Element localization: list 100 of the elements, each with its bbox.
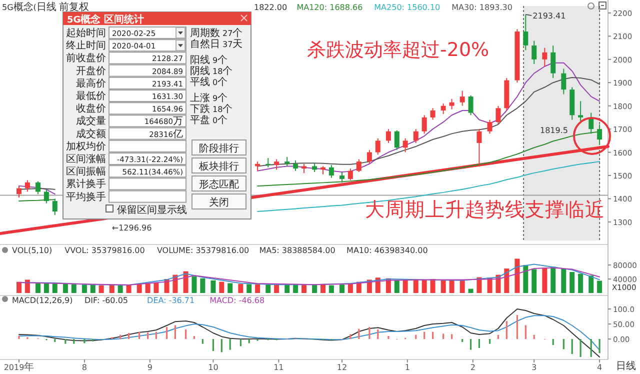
line-series <box>18 315 600 351</box>
text: VVOL: 35379816.00 <box>64 246 145 255</box>
category-label: 区间振幅 <box>66 166 106 178</box>
button: 阶段排行 <box>192 140 246 156</box>
category-label: 前收盘价 <box>66 52 106 64</box>
bar <box>62 284 68 293</box>
button: 形态匹配 <box>192 176 246 192</box>
x-tick-label: 12 <box>336 363 348 372</box>
text: MA10: 46398340.00 <box>346 246 428 255</box>
annotation: 保留区间显示线 <box>117 204 187 216</box>
candlestick <box>302 163 306 174</box>
category-label: 收盘价 <box>76 102 106 115</box>
bar <box>340 284 344 293</box>
bar <box>550 266 556 293</box>
candlestick <box>284 156 290 167</box>
annotation: 杀跌波动率超过-20% <box>307 39 490 61</box>
bar <box>36 282 40 293</box>
candlestick <box>578 100 584 123</box>
bar <box>328 285 334 293</box>
bar <box>118 285 123 293</box>
category-label: 区间涨幅 <box>66 153 106 165</box>
candlestick <box>348 168 353 181</box>
candlestick <box>366 149 372 164</box>
candlestick <box>312 162 318 173</box>
candlestick <box>44 188 49 204</box>
bar <box>126 284 132 293</box>
candlestick <box>36 180 40 195</box>
candlestick <box>274 158 280 170</box>
bar <box>16 282 22 293</box>
x-tick-label: 1 <box>404 363 410 372</box>
bar <box>154 282 159 293</box>
candlestick <box>52 198 58 216</box>
bar <box>210 280 216 293</box>
bar <box>136 284 142 293</box>
annotation: ←1296.96 <box>112 224 152 233</box>
bar <box>588 276 594 293</box>
annotation: 上涨 9个 <box>190 92 228 104</box>
candlestick <box>542 47 548 67</box>
annotation: 周期数 27个 <box>190 27 243 39</box>
chart-title: MACD(12,26,9) <box>12 296 73 305</box>
bar <box>266 284 271 293</box>
category-label: 开盘价 <box>76 64 106 77</box>
candlestick <box>386 128 391 144</box>
bar <box>145 283 150 293</box>
category-label: 成交额 <box>76 128 106 140</box>
candlestick <box>597 124 602 146</box>
line-series <box>18 267 600 286</box>
button: 关闭 <box>192 194 246 210</box>
annotation: 阳线 9个 <box>190 54 228 66</box>
category-label: 起始时间 <box>66 27 106 39</box>
bar <box>274 284 280 293</box>
bar <box>98 285 104 293</box>
annotation: 2193.41 <box>532 11 566 20</box>
annotation: 1819.5 <box>540 126 568 135</box>
candlestick <box>468 94 474 116</box>
candlestick <box>413 128 418 144</box>
bar <box>514 258 520 293</box>
candlestick <box>16 185 22 198</box>
candlestick <box>430 108 436 120</box>
candlestick <box>293 160 298 172</box>
annotation: 大周期上升趋势线支撑临近 <box>365 198 605 221</box>
category-label: 最高价 <box>76 77 106 90</box>
bar <box>504 268 510 293</box>
text: MA120: 1688.66 <box>296 3 363 12</box>
candlestick <box>523 14 528 51</box>
candlestick <box>422 114 427 134</box>
bar <box>422 280 427 293</box>
candlestick <box>402 138 408 153</box>
text: MA250: 1560.10 <box>374 3 440 12</box>
candlestick <box>561 68 566 95</box>
x-tick-label: 4 <box>597 363 602 372</box>
annotation: 形态匹配 <box>199 178 239 190</box>
bar <box>523 265 528 293</box>
x-tick-label: 2019年 <box>4 361 34 373</box>
annotation: 阴线 18个 <box>190 65 233 77</box>
x-tick-label: 2 <box>470 363 476 372</box>
text: VOLUME: 35379816.00 <box>156 246 250 255</box>
x-tick-label: 9 <box>147 363 152 372</box>
bar <box>82 284 87 293</box>
candlestick <box>532 40 537 65</box>
category-label: 终止时间 <box>66 40 106 52</box>
annotation: 自然日 37天 <box>190 38 243 50</box>
bar <box>228 283 233 293</box>
bar <box>90 284 96 293</box>
candlestick <box>394 130 400 150</box>
candlestick <box>440 103 446 114</box>
bar <box>597 280 602 293</box>
chart-title: 5G概念(日线 前复权 <box>2 1 89 13</box>
bar <box>284 284 290 293</box>
bar <box>578 274 584 293</box>
annotation: 平线 0个 <box>190 76 228 88</box>
text: 5G概念 区间统计 <box>67 14 144 26</box>
bar <box>238 284 244 293</box>
candlestick <box>24 180 30 192</box>
x-tick-label: 11 <box>274 363 284 372</box>
candlestick <box>356 158 362 173</box>
bar <box>394 280 400 293</box>
annotation: MACD: -46.68 <box>210 296 265 305</box>
category-label: 累计换手 <box>66 178 106 190</box>
bar <box>468 288 474 293</box>
